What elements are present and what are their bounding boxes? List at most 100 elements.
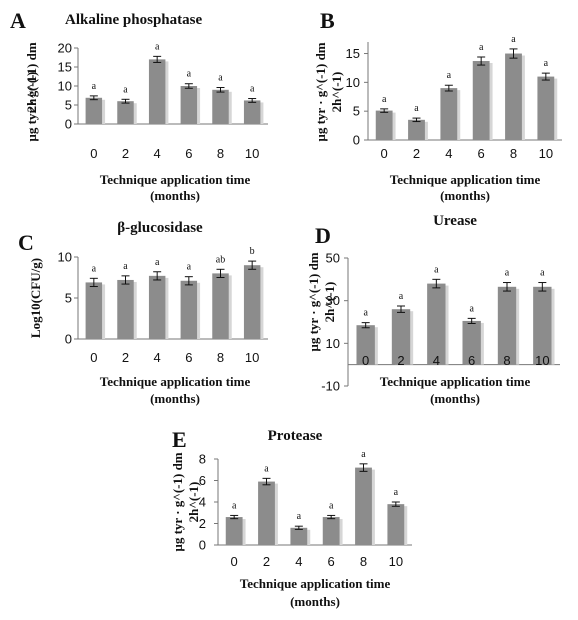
bar xyxy=(356,325,375,365)
y-tick-label: 2 xyxy=(199,516,206,531)
chart-panel-a: A Alkaline phosphatase 0 5 10 15 20 a 0 a 2 a 4 a 6 a 8 a… xyxy=(10,8,268,203)
significance-label: a xyxy=(329,500,334,511)
y-tick-label: -10 xyxy=(321,379,340,394)
significance-label: a xyxy=(123,261,128,272)
significance-label: a xyxy=(187,69,192,80)
bar xyxy=(117,279,134,339)
x-axis-label-unit: (months) xyxy=(430,391,480,406)
bar xyxy=(85,282,103,339)
bar xyxy=(225,517,243,545)
significance-label: a xyxy=(232,500,237,511)
bar xyxy=(472,61,490,140)
y-tick-label: 8 xyxy=(199,452,206,467)
bar xyxy=(322,517,340,545)
panel-letter: C xyxy=(18,230,34,255)
panel-letter: D xyxy=(315,223,331,248)
x-tick-label: 0 xyxy=(90,146,97,161)
x-axis-label-unit: (months) xyxy=(150,188,200,203)
y-tick-label: 10 xyxy=(58,79,72,94)
x-tick-label: 4 xyxy=(154,350,161,365)
y-tick-label: 0 xyxy=(199,538,206,553)
panel-letter: E xyxy=(172,427,187,452)
x-tick-label: 8 xyxy=(510,146,517,161)
bar xyxy=(180,280,198,339)
bar xyxy=(537,76,555,140)
y-tick-label: 0 xyxy=(65,332,72,347)
bar xyxy=(117,101,134,124)
x-tick-label: 4 xyxy=(295,554,302,569)
x-tick-label: 8 xyxy=(503,353,510,368)
x-tick-label: 10 xyxy=(245,146,259,161)
significance-label: a xyxy=(434,264,439,275)
x-axis-label-unit: (months) xyxy=(290,594,340,609)
significance-label: a xyxy=(382,94,387,105)
chart-panel-b: B 0 5 10 15 a 0 a 2 a 4 a 6 a 8 a 10 Technique applicatio… xyxy=(313,8,562,203)
x-tick-label: 10 xyxy=(245,350,259,365)
x-tick-label: 6 xyxy=(468,353,475,368)
x-tick-label: 8 xyxy=(217,146,224,161)
chart-panel-c: Cβ-glucosidase 0 5 10 a 0 a 2 a 4 a 6 ab 8 b 10 Techniqu… xyxy=(18,220,268,406)
bar xyxy=(497,286,517,365)
significance-label: a xyxy=(250,84,255,95)
y-tick-label: 4 xyxy=(199,495,206,510)
x-tick-label: 4 xyxy=(433,353,440,368)
y-tick-label: 15 xyxy=(58,60,72,75)
bar xyxy=(148,275,166,339)
bar xyxy=(243,100,261,124)
y-axis-label-unit: 2h^(-1) xyxy=(329,72,344,113)
y-axis-label: Log10(CFU/g) xyxy=(28,258,43,338)
y-tick-label: 10 xyxy=(58,250,72,265)
bar xyxy=(212,89,229,124)
chart-title: Alkaline phosphatase xyxy=(65,12,202,28)
x-tick-label: 0 xyxy=(90,350,97,365)
significance-label: a xyxy=(155,41,160,52)
y-tick-label: 5 xyxy=(353,104,360,119)
bar xyxy=(440,88,458,140)
y-tick-label: 0 xyxy=(353,133,360,148)
bar xyxy=(180,86,198,124)
x-axis-label-unit: (months) xyxy=(150,391,200,406)
bar xyxy=(533,286,552,365)
x-tick-label: 2 xyxy=(397,353,404,368)
x-tick-label: 4 xyxy=(445,146,452,161)
bar xyxy=(148,59,166,124)
y-tick-label: 50 xyxy=(326,251,340,266)
y-tick-label: 15 xyxy=(346,46,360,61)
significance-label: a xyxy=(92,81,97,92)
bar xyxy=(462,320,481,365)
chart-panel-d: D Urease -10 10 30 50 a 0 a 2 a 4 a 6 a 8 a 10 Technique a… xyxy=(306,213,560,406)
panel-letter: A xyxy=(10,8,26,33)
bar xyxy=(355,467,372,545)
x-tick-label: 6 xyxy=(185,350,192,365)
chart-panel-e: E Protease 0 2 4 6 8 a 0 a 2 a 4 a 6 a 8 a 10 Technique app… xyxy=(170,427,412,609)
significance-label: a xyxy=(540,268,545,279)
y-tick-label: 10 xyxy=(326,336,340,351)
y-tick-label: 0 xyxy=(65,117,72,132)
significance-label: a xyxy=(479,42,484,53)
x-tick-label: 10 xyxy=(389,554,403,569)
y-axis-label-unit: 2h^(-1) xyxy=(186,482,201,523)
x-axis-label: Technique application time xyxy=(380,374,531,389)
x-tick-label: 2 xyxy=(263,554,270,569)
x-tick-label: 0 xyxy=(362,353,369,368)
y-axis-label-unit: 2h^(-1) xyxy=(24,72,39,113)
x-axis-label: Technique application time xyxy=(240,576,391,591)
x-tick-label: 8 xyxy=(360,554,367,569)
bar xyxy=(505,53,522,140)
x-tick-label: 4 xyxy=(154,146,161,161)
bar xyxy=(212,273,229,339)
significance-label: a xyxy=(92,263,97,274)
y-axis-label: µg tyr · g^(-1) dm xyxy=(24,42,39,141)
chart-title: β-glucosidase xyxy=(117,220,203,236)
bar xyxy=(85,97,103,124)
y-tick-label: 6 xyxy=(199,473,206,488)
x-tick-label: 10 xyxy=(535,353,549,368)
significance-label: a xyxy=(363,308,368,319)
y-tick-label: 5 xyxy=(65,291,72,306)
significance-label: b xyxy=(250,246,255,257)
significance-label: a xyxy=(505,268,510,279)
x-axis-label: Technique application time xyxy=(100,172,251,187)
significance-label: a xyxy=(469,303,474,314)
y-tick-label: 5 xyxy=(65,98,72,113)
x-tick-label: 2 xyxy=(413,146,420,161)
